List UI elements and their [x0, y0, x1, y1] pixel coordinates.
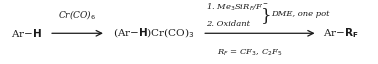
Text: DME, one pot: DME, one pot: [271, 10, 330, 18]
Text: Ar$-$: Ar$-$: [11, 28, 34, 39]
Text: R$_F$ = CF$_3$, C$_2$F$_5$: R$_F$ = CF$_3$, C$_2$F$_5$: [217, 47, 283, 58]
Text: 1. Me$_3$SiR$_F$/F$^-$: 1. Me$_3$SiR$_F$/F$^-$: [206, 2, 269, 13]
Text: (Ar$-\bf{H}$)Cr(CO)$_3$: (Ar$-\bf{H}$)Cr(CO)$_3$: [113, 26, 195, 40]
Text: Ar$-\bf{R}_F$: Ar$-\bf{R}_F$: [323, 26, 359, 40]
Text: 2. Oxidant: 2. Oxidant: [206, 20, 250, 28]
Text: $\bf{H}$: $\bf{H}$: [32, 27, 42, 39]
Text: }: }: [261, 7, 272, 25]
Text: Cr(CO)$_6$: Cr(CO)$_6$: [58, 8, 97, 21]
